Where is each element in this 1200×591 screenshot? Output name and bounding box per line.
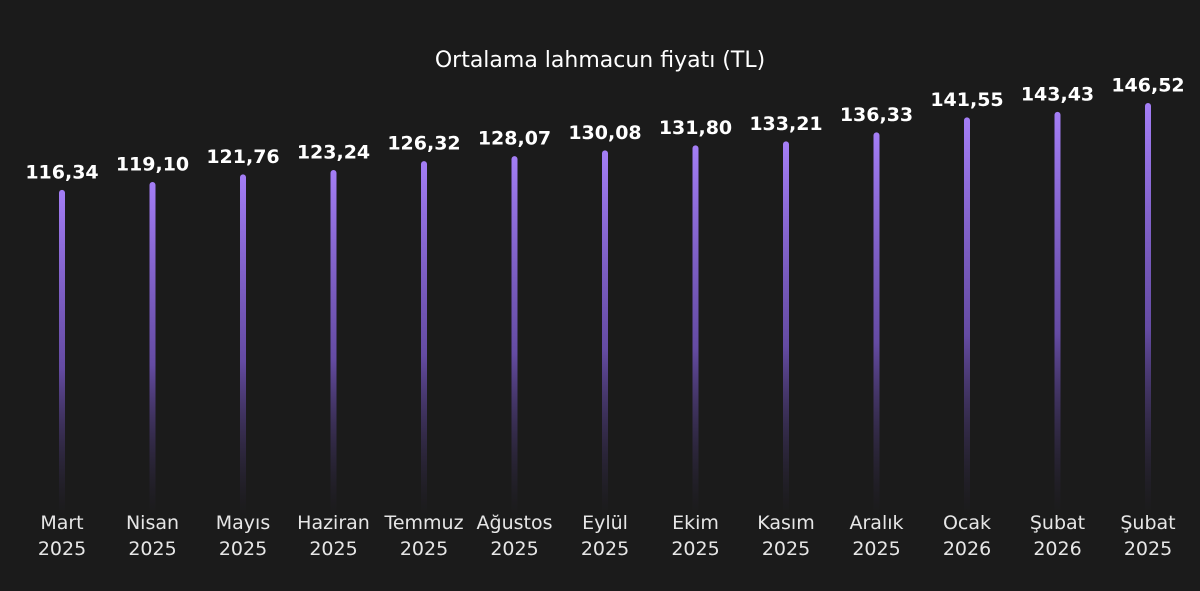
bar	[330, 170, 337, 515]
bar	[1145, 103, 1151, 515]
value-label: 133,21	[749, 113, 822, 135]
value-label: 143,43	[1021, 83, 1094, 105]
value-label: 116,34	[25, 161, 98, 183]
value-label: 131,80	[659, 117, 732, 139]
value-label: 136,33	[840, 104, 913, 126]
value-label: 119,10	[116, 153, 189, 175]
bar	[783, 141, 789, 515]
x-tick-label: Aralık 2025	[849, 512, 904, 560]
value-label: 141,55	[930, 89, 1003, 111]
x-tick-label: Şubat 2025	[1120, 512, 1176, 560]
x-tick-label: Ağustos 2025	[476, 512, 553, 560]
bar	[149, 181, 156, 515]
x-tick-label: Haziran 2025	[297, 512, 370, 560]
x-tick-label: Eylül 2025	[580, 512, 630, 560]
bar	[602, 150, 608, 515]
bar	[873, 132, 880, 515]
x-tick-label: Şubat 2026	[1029, 512, 1086, 560]
bar	[1054, 111, 1061, 516]
x-tick-label: Mayıs 2025	[215, 512, 271, 560]
x-tick-label: Mart 2025	[37, 512, 87, 560]
value-label: 123,24	[297, 142, 370, 164]
bar	[240, 174, 246, 515]
value-label: 128,07	[478, 128, 551, 150]
bar	[692, 145, 699, 515]
bar	[421, 161, 427, 516]
x-tick-label: Nisan 2025	[125, 512, 180, 560]
bar	[964, 117, 970, 515]
bar	[511, 156, 518, 515]
x-tick-label: Temmuz 2025	[384, 512, 464, 560]
x-tick-label: Kasım 2025	[757, 512, 815, 560]
bar	[59, 189, 65, 515]
chart-title: Ortalama lahmacun fiyatı (TL)	[435, 48, 765, 73]
value-label: 126,32	[387, 133, 460, 155]
x-tick-label: Ocak 2026	[942, 512, 992, 560]
value-label: 130,08	[568, 122, 641, 144]
value-label: 146,52	[1111, 75, 1184, 97]
x-tick-label: Ekim 2025	[671, 512, 720, 560]
value-label: 121,76	[206, 146, 279, 168]
